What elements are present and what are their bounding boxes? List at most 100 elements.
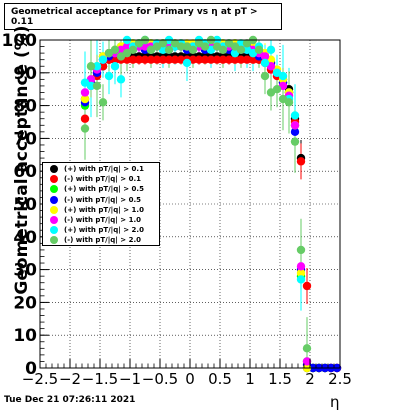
- data-point: [134, 55, 144, 64]
- data-point: [260, 52, 270, 61]
- legend-marker-icon: [50, 205, 58, 214]
- data-point: [206, 55, 216, 64]
- x-tick-label: 0: [185, 370, 195, 388]
- data-point: [284, 98, 294, 107]
- data-points: [80, 35, 342, 373]
- legend-entry: (-) with pT/|q| > 0.5: [45, 195, 157, 205]
- data-point: [128, 55, 138, 64]
- data-point: [254, 45, 264, 55]
- data-point: [86, 81, 96, 91]
- plot-title: Geometrical acceptance for Primary vs η …: [11, 6, 258, 27]
- data-point: [80, 94, 90, 104]
- data-point: [212, 55, 222, 64]
- plot-title-box: Geometrical acceptance for Primary vs η …: [4, 3, 282, 30]
- data-point: [200, 55, 210, 64]
- legend-entry: (-) with pT/|q| > 0.1: [45, 174, 157, 184]
- legend-label: (-) with pT/|q| > 0.5: [64, 195, 141, 204]
- data-point: [302, 281, 312, 291]
- legend-label: (-) with pT/|q| > 2.0: [64, 236, 141, 245]
- data-point: [152, 55, 162, 64]
- legend-marker-icon: [50, 165, 58, 174]
- y-tick-label: 90: [13, 64, 37, 84]
- data-point: [158, 39, 168, 48]
- legend-marker-icon: [50, 236, 58, 245]
- legend-marker-icon: [50, 185, 58, 194]
- data-point: [260, 58, 270, 68]
- y-tick-label: 60: [13, 162, 37, 182]
- axis-tick-labels: −2.5 −2 −1.5 −1 −0.5 0 0.5 1 1.5 2 2.5 0 10 20 30 40 50 6…: [2, 31, 352, 388]
- data-point: [176, 42, 186, 51]
- data-point: [110, 62, 120, 71]
- data-point: [164, 45, 174, 55]
- legend-label: (+) with pT/|q| > 2.0: [64, 226, 144, 235]
- data-point: [290, 137, 300, 146]
- y-tick-label: 30: [13, 261, 37, 281]
- legend-label: (+) with pT/|q| > 1.0: [64, 205, 144, 214]
- data-point: [182, 58, 192, 68]
- data-point: [140, 55, 150, 64]
- data-point: [296, 245, 306, 255]
- data-point: [230, 55, 240, 64]
- legend-entry: (+) with pT/|q| > 0.1: [45, 164, 157, 174]
- data-point: [86, 62, 96, 71]
- data-point: [296, 262, 306, 271]
- legend-entry: (+) with pT/|q| > 0.5: [45, 184, 157, 194]
- data-point: [146, 55, 156, 64]
- x-tick-label: 0.5: [208, 370, 232, 388]
- data-point: [236, 45, 246, 55]
- data-point: [104, 71, 114, 81]
- data-point: [98, 98, 108, 107]
- data-point: [272, 85, 282, 94]
- x-tick-label: −2.5: [22, 370, 58, 388]
- data-point: [218, 45, 228, 55]
- data-point: [128, 45, 138, 55]
- data-point: [242, 55, 252, 64]
- data-point: [302, 357, 312, 366]
- data-point: [260, 71, 270, 81]
- x-tick-label: −1: [119, 370, 141, 388]
- data-point: [290, 127, 300, 137]
- y-tick-label: 80: [13, 97, 37, 117]
- y-axis-label: Geometrical acceptance (%): [12, 25, 32, 295]
- x-axis-label: η: [330, 393, 340, 411]
- y-tick-label: 20: [13, 293, 37, 313]
- legend-entry: (-) with pT/|q| > 1.0: [45, 215, 157, 225]
- legend-marker-icon: [50, 216, 58, 225]
- data-point: [266, 45, 276, 55]
- data-point: [200, 42, 210, 51]
- data-point: [290, 121, 300, 130]
- data-point: [110, 45, 120, 55]
- data-point: [290, 111, 300, 120]
- data-point: [80, 88, 90, 97]
- legend-marker-icon: [50, 175, 58, 184]
- x-tick-label: 1: [245, 370, 255, 388]
- data-point: [296, 268, 306, 278]
- data-point: [158, 55, 168, 64]
- data-point: [188, 45, 198, 55]
- x-tick-label: 2: [305, 370, 315, 388]
- data-point: [164, 55, 174, 64]
- legend-label: (-) with pT/|q| > 0.1: [64, 175, 141, 184]
- data-point: [296, 275, 306, 284]
- data-point: [218, 55, 228, 64]
- timestamp-footer: Tue Dec 21 07:26:11 2021: [4, 395, 136, 405]
- data-point: [92, 81, 102, 91]
- data-point: [116, 75, 126, 84]
- data-point: [98, 55, 108, 64]
- data-point: [236, 55, 246, 64]
- data-point: [278, 71, 288, 81]
- legend-entry: (+) with pT/|q| > 1.0: [45, 205, 157, 215]
- legend-marker-icon: [50, 226, 58, 235]
- data-point: [80, 124, 90, 133]
- x-tick-label: −1.5: [82, 370, 118, 388]
- data-point: [296, 157, 306, 166]
- legend-entry: (+) with pT/|q| > 2.0: [45, 225, 157, 235]
- y-tick-label: 100: [2, 31, 38, 51]
- data-point: [302, 344, 312, 353]
- x-tick-label: −0.5: [142, 370, 178, 388]
- x-tick-label: 2.5: [328, 370, 352, 388]
- data-point: [80, 114, 90, 123]
- legend: (+) with pT/|q| > 0.1 (-) with pT/|q| > 0…: [42, 162, 160, 246]
- y-tick-label: 0: [25, 359, 37, 379]
